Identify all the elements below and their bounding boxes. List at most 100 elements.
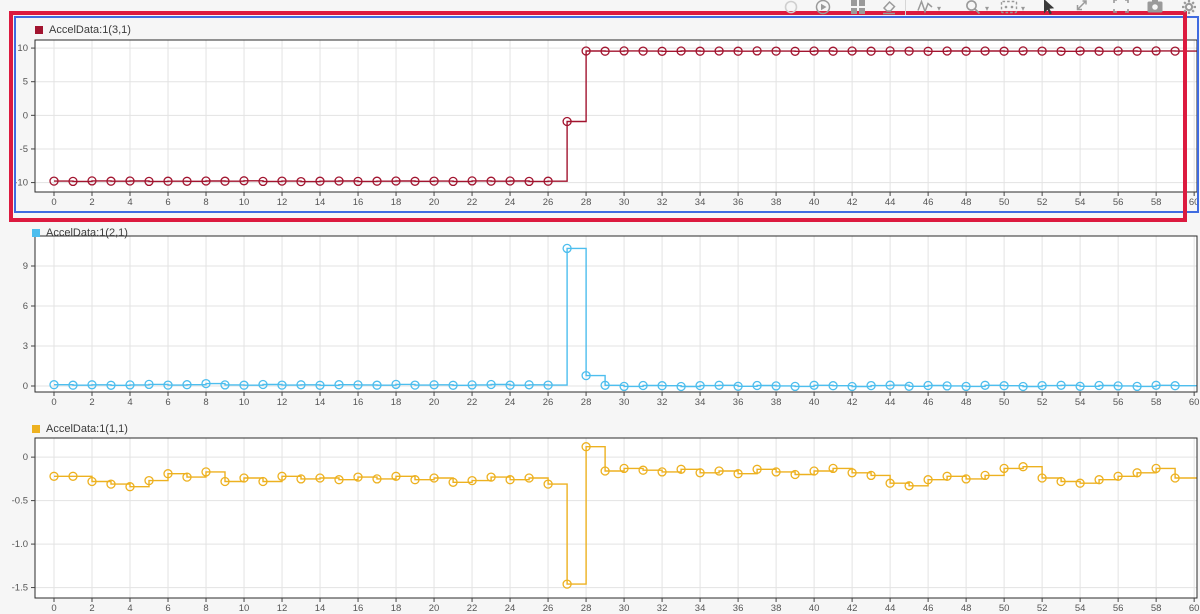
x-tick-label: 58 [1151, 197, 1162, 208]
data-marker [980, 380, 990, 390]
zoom-dropdown-caret[interactable]: ▾ [985, 4, 990, 13]
x-tick-label: 42 [847, 397, 858, 408]
data-marker [125, 482, 135, 492]
x-tick-label: 12 [277, 197, 288, 208]
data-marker [106, 479, 116, 489]
data-marker [353, 472, 363, 482]
data-marker [866, 380, 876, 391]
line-style-icon[interactable] [916, 0, 936, 19]
data-marker [391, 176, 401, 186]
plot-area[interactable] [35, 438, 1197, 598]
data-marker [505, 475, 515, 485]
x-tick-label: 28 [581, 397, 592, 408]
x-tick-label: 52 [1037, 397, 1048, 408]
y-tick-label: 0 [23, 452, 28, 463]
x-tick-label: 46 [923, 197, 934, 208]
y-tick-label: 0 [23, 110, 28, 121]
fit-to-view-icon[interactable] [1112, 0, 1132, 19]
plot-area[interactable] [35, 40, 1197, 192]
plot-canvas-accel-1-1[interactable]: 0 2 4 6 8 10 12 14 16 18 20 22 24 26 28 30 32 34 36 38 40 42 4… [0, 414, 1200, 614]
data-marker [144, 475, 154, 486]
plot-canvas-accel-2-1[interactable]: 0 2 4 6 8 10 12 14 16 18 20 22 24 26 28 30 32 34 36 38 40 42 4… [0, 220, 1200, 412]
data-marker [1132, 381, 1142, 392]
data-marker [201, 176, 211, 186]
data-marker [1151, 463, 1161, 474]
clear-results-icon[interactable] [880, 0, 900, 19]
data-marker [1018, 381, 1028, 392]
x-tick-label: 0 [51, 197, 56, 208]
data-marker [847, 46, 857, 56]
x-tick-label: 60 [1189, 397, 1200, 408]
previous-view-icon[interactable] [1072, 0, 1092, 19]
zoom-icon[interactable] [964, 0, 984, 19]
data-marker [695, 380, 705, 391]
data-marker [961, 381, 971, 392]
data-marker [809, 466, 819, 476]
data-marker [904, 481, 914, 491]
data-marker [87, 476, 97, 487]
data-marker [106, 380, 116, 390]
data-marker [524, 380, 534, 390]
x-tick-label: 6 [165, 197, 170, 208]
subplot-accel-1-1[interactable]: AccelData:1(1,1) 0 2 4 6 8 10 12 14 16 18 20 22 24 26… [0, 414, 1200, 614]
data-marker [220, 380, 230, 390]
data-marker [1170, 46, 1180, 56]
data-marker [562, 116, 572, 127]
x-tick-label: 4 [127, 603, 132, 614]
record-icon[interactable] [782, 0, 802, 19]
data-marker [562, 243, 572, 254]
data-cursors-dropdown-caret[interactable]: ▾ [1021, 4, 1026, 13]
data-marker [828, 463, 838, 474]
data-marker [486, 176, 496, 186]
data-cursors-icon[interactable] [1000, 0, 1020, 19]
data-marker [676, 46, 686, 56]
data-marker [505, 380, 515, 390]
data-marker [1132, 468, 1142, 478]
data-marker [714, 380, 724, 390]
data-marker [904, 46, 914, 56]
subplot-accel-3-1[interactable]: AccelData:1(3,1) 0 2 4 6 8 10 12 14 16 18 20 22 24 26… [0, 22, 1200, 218]
data-marker [923, 46, 933, 56]
legend-label: AccelData:1(1,1) [46, 423, 128, 435]
x-tick-label: 54 [1075, 603, 1086, 614]
data-marker [961, 46, 971, 56]
legend-swatch [32, 425, 40, 433]
y-tick-label: -1.0 [12, 539, 28, 550]
y-tick-label: 9 [23, 261, 28, 272]
data-marker [562, 579, 572, 589]
toolbar-separator [905, 0, 906, 15]
data-marker [619, 381, 629, 392]
data-marker [1170, 381, 1180, 391]
x-tick-label: 18 [391, 603, 402, 614]
data-marker [220, 176, 230, 186]
line-style-dropdown-caret[interactable]: ▾ [937, 4, 942, 13]
x-tick-label: 50 [999, 397, 1010, 408]
plot-canvas-accel-3-1[interactable]: 0 2 4 6 8 10 12 14 16 18 20 22 24 26 28 30 32 34 36 38 40 42 4… [0, 22, 1200, 218]
layout-icon[interactable] [849, 0, 869, 19]
x-tick-label: 18 [391, 197, 402, 208]
signal-line [54, 50, 1197, 183]
replay-icon[interactable] [814, 0, 834, 19]
data-marker [49, 380, 59, 390]
x-tick-label: 8 [203, 397, 208, 408]
settings-icon[interactable] [1180, 0, 1200, 19]
data-marker [429, 176, 439, 186]
data-marker [885, 478, 895, 488]
snapshot-icon[interactable] [1146, 0, 1166, 19]
legend-swatch [32, 229, 40, 237]
x-tick-label: 38 [771, 397, 782, 408]
x-tick-label: 48 [961, 603, 972, 614]
x-tick-label: 14 [315, 603, 326, 614]
x-tick-label: 28 [581, 603, 592, 614]
subplot-accel-2-1[interactable]: AccelData:1(2,1) 0 2 4 6 8 10 12 14 16 18 20 22 24 26… [0, 220, 1200, 412]
data-marker [49, 176, 59, 186]
plot-area[interactable] [35, 236, 1197, 392]
x-tick-label: 52 [1037, 603, 1048, 614]
data-marker [543, 380, 553, 390]
x-tick-label: 34 [695, 603, 706, 614]
pointer-icon[interactable] [1038, 0, 1058, 19]
data-marker [87, 176, 97, 186]
data-marker [866, 470, 876, 481]
x-tick-label: 48 [961, 197, 972, 208]
